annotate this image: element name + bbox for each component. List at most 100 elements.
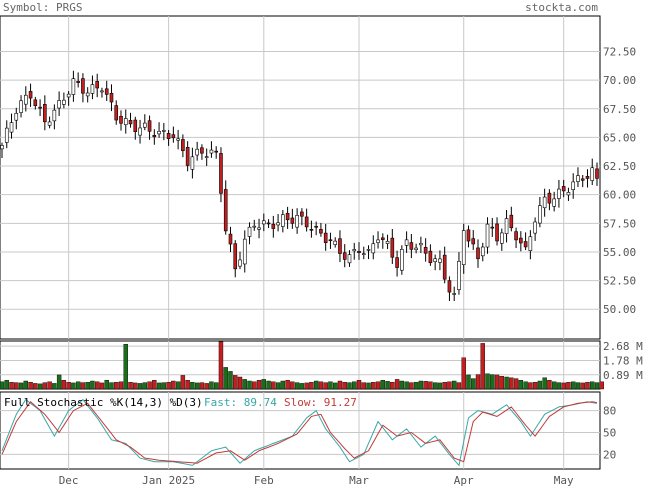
volume-bar [518,380,524,390]
candle-body [228,233,233,245]
volume-bar [480,343,485,390]
volume-bar [532,382,538,390]
volume-bar [213,382,219,390]
candle-body [423,247,428,254]
candle-body [152,134,157,138]
volume-bar [290,381,295,390]
volume-bar [66,382,71,390]
candle-body [304,216,309,228]
volume-bar [166,382,171,390]
candle-body [376,239,380,243]
volume-bar [185,380,190,390]
candle-body [133,119,138,133]
volume-bar [490,374,495,390]
volume-bar [223,367,228,390]
candle-body [328,239,333,242]
volume-bar [52,383,57,390]
volume-bar [452,380,457,390]
volume-bar [499,376,504,390]
grid-lines [0,16,600,469]
price-tick-label: 57.50 [603,217,636,230]
candle-body [271,223,276,229]
volume-bar [171,380,176,390]
volume-bar [347,382,352,390]
candle-body [352,249,357,252]
candle-body [114,105,119,121]
candle-body [385,241,390,244]
candle-body [514,231,518,241]
volume-bar [375,381,381,390]
candle-body [499,232,504,244]
volume-bar [471,378,476,390]
volume-bar [328,381,333,390]
candle-body [157,131,161,135]
price-tick-label: 55.00 [603,246,636,259]
volume-bar [537,380,543,390]
candle-body [590,167,595,181]
volume-bar [456,382,462,390]
volume-bar [18,382,24,390]
candle-body [195,148,199,156]
volume-bars [0,341,604,390]
candle-body [9,122,14,133]
candle-body [266,222,271,225]
volume-bar [114,382,119,390]
volume-bar [542,377,547,390]
candle-body [333,240,338,245]
candle-body [509,214,514,229]
candle-body [319,229,323,234]
volume-bar [418,380,424,390]
candle-body [66,93,71,98]
volume-bar [504,376,509,390]
volume-bar [142,382,148,390]
candle-body [257,227,261,230]
volume-bar [371,382,376,390]
volume-bar [199,382,205,390]
volume-bar [9,382,14,390]
volume-tick-label: 1.78 M [603,355,643,368]
candle-body [147,120,152,132]
volume-bar [99,382,105,390]
candle-body [285,212,290,221]
volume-bar [585,382,590,390]
volume-tick-label: 0.89 M [603,369,643,382]
candle-body [528,236,533,251]
candle-body [519,237,523,244]
candle-body [571,181,576,190]
volume-tick-label: 2.68 M [603,340,643,353]
volume-bar [209,381,214,390]
volume-bar [252,381,257,390]
price-tick-label: 65.00 [603,131,636,144]
stochastic-lines [1,398,598,467]
volume-bar [566,382,571,390]
volume-bar [461,357,466,390]
candle-body [14,113,19,121]
candle-body [347,254,352,264]
candle-body [533,221,537,234]
candle-body [171,134,176,139]
volume-bar [0,381,5,390]
volume-bar [356,380,362,390]
candle-body [485,223,490,248]
candle-body [471,238,476,245]
volume-bar [233,375,238,390]
volume-bar [352,381,357,390]
site-label: stockta.com [525,1,598,14]
volume-bar [242,379,247,390]
volume-bar [399,380,405,390]
candle-body [81,78,85,94]
candle-body [204,156,209,158]
candle-body [342,252,347,260]
candle-body [585,176,590,179]
candle-body [176,138,180,141]
volume-bar [61,380,67,390]
volume-bar [271,381,276,390]
volume-bar [266,380,271,390]
volume-bar [194,382,200,390]
candle-body [242,238,247,265]
price-tick-label: 67.50 [603,103,636,116]
volume-bar [413,382,419,390]
candle-body [404,239,409,246]
candle-body [338,238,342,254]
